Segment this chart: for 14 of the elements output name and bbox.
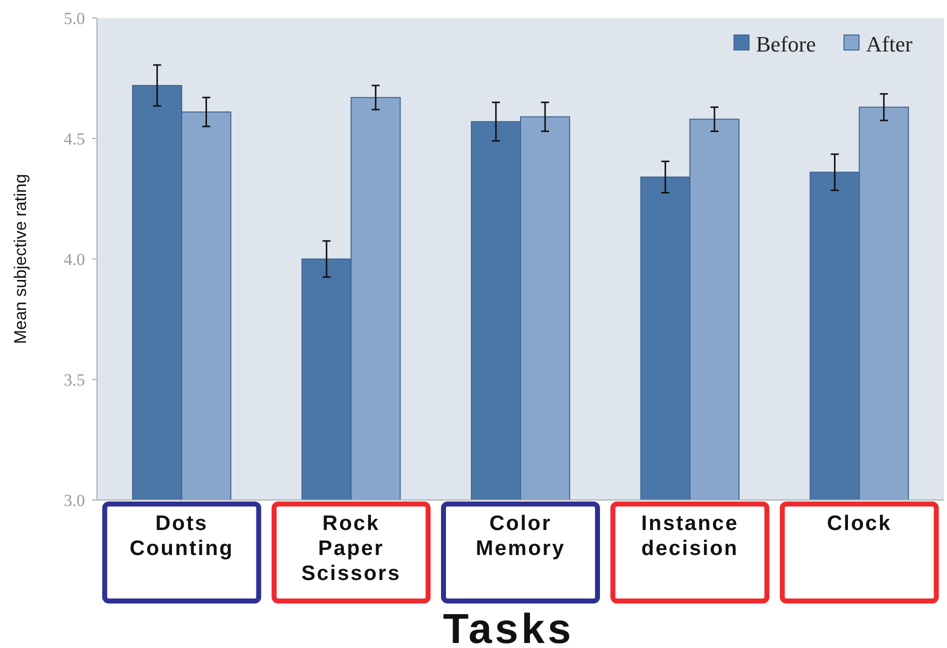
- legend-label: Before: [756, 32, 816, 57]
- y-tick-label: 3.0: [64, 490, 85, 510]
- x-tick-label: Color Memory: [476, 512, 566, 560]
- x-tick-label: Dots Counting: [130, 512, 234, 560]
- x-tick-label: Clock: [826, 512, 892, 535]
- y-tick-label: 4.5: [64, 129, 85, 148]
- y-tick-label: 4.0: [64, 250, 85, 269]
- y-axis-title: Mean subjective rating: [11, 174, 30, 344]
- legend-label: After: [866, 32, 914, 57]
- x-axis-title: Tasks: [443, 605, 574, 648]
- x-tick-label: Rock Paper Scissors: [301, 512, 401, 585]
- y-tick-label: 5.0: [64, 8, 85, 28]
- x-tick-label: Instance decision: [641, 512, 738, 560]
- y-tick-label: 3.5: [64, 370, 85, 390]
